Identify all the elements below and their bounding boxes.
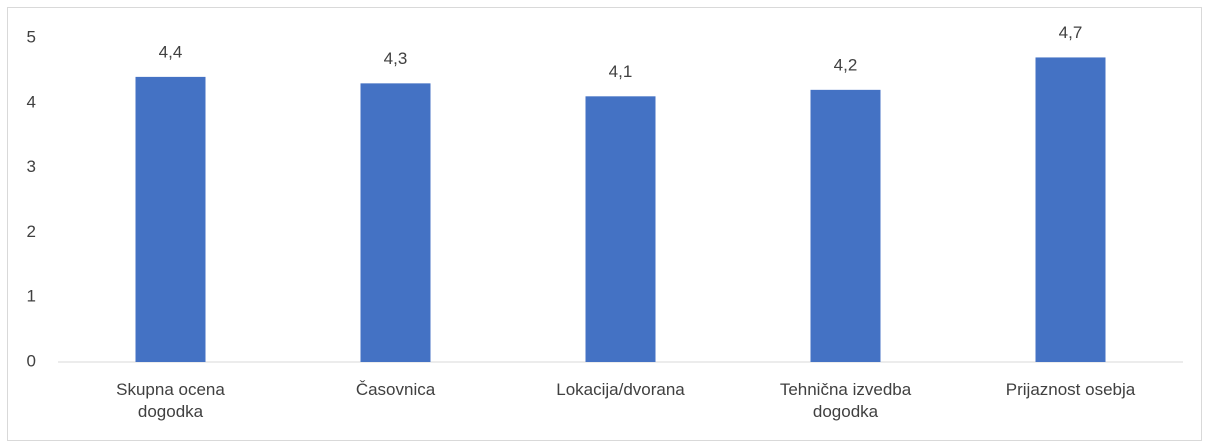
y-tick-label: 5 [27,27,36,46]
data-label: 4,4 [159,42,183,61]
x-tick-label: Časovnica [355,380,436,399]
x-tick-label-box: Časovnica [355,380,436,399]
data-label: 4,7 [1059,23,1083,42]
bar [810,89,881,362]
data-label: 4,2 [834,55,858,74]
bar [585,96,656,362]
x-tick-label-box: Lokacija/dvorana [556,380,685,399]
y-tick-label: 1 [27,287,36,306]
bar [135,76,206,362]
x-tick-label-box: Prijaznost osebja [1005,380,1136,399]
x-tick-label: Skupna ocena dogodka [116,380,225,421]
bar [360,83,431,363]
data-label: 4,3 [384,49,408,68]
x-tick-label-box: Tehnična izvedba dogodka [779,380,912,421]
x-tick-label-box: Skupna ocena dogodka [116,380,225,421]
x-tick-label: Tehnična izvedba dogodka [779,380,912,421]
y-tick-label: 0 [27,351,36,370]
y-tick-label: 2 [27,222,36,241]
y-tick-label: 3 [27,157,36,176]
x-tick-label: Lokacija/dvorana [556,380,685,399]
data-label: 4,1 [609,62,633,81]
x-tick-label: Prijaznost osebja [1005,380,1136,399]
bar [1035,57,1106,362]
y-tick-label: 4 [27,92,36,111]
